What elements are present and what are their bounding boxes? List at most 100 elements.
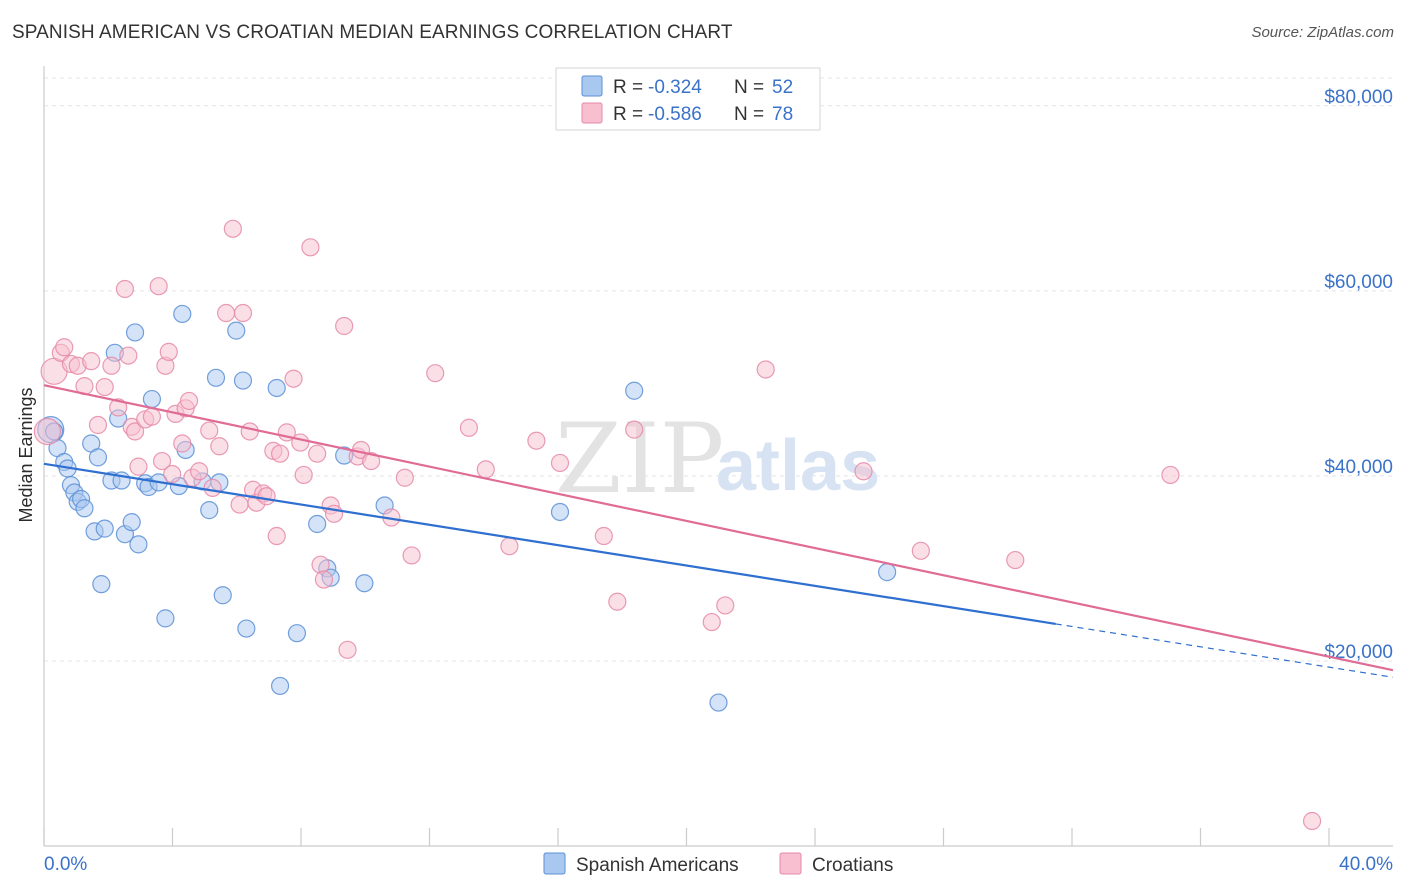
data-point [237,619,256,638]
data-point [88,415,108,435]
data-point [625,381,644,400]
data-point [240,422,259,441]
data-point [179,391,199,411]
data-point [270,676,290,696]
data-point [287,624,307,643]
legend-label: Spanish Americans [576,855,739,876]
data-point [233,371,253,390]
data-point [625,420,644,439]
data-point [119,346,138,365]
data-point [95,519,114,538]
data-point [152,451,172,471]
y-tick-label: $60,000 [1324,272,1393,293]
data-point [335,316,354,336]
y-tick-label: $80,000 [1324,87,1393,108]
data-point [311,555,330,574]
watermark-zip: ZIP [555,403,724,515]
axes [43,66,1393,847]
legend-swatch [543,852,566,875]
data-point [291,433,310,452]
data-point [527,431,546,450]
data-point [173,434,192,453]
data-point [102,356,121,375]
data-point [92,575,111,594]
data-point [402,546,421,565]
legend-label: Croatians [812,855,893,876]
watermark: ZIP atlas [555,403,880,515]
data-point [129,535,148,554]
trend-line-croatians [43,384,1394,672]
data-point [223,219,242,238]
data-point [716,596,735,615]
stats-n-value: 78 [772,104,793,125]
chart-source: Source: ZipAtlas.com [1251,24,1394,41]
legend-swatch [779,852,802,875]
data-point [156,609,175,628]
data-point [756,360,775,379]
data-point [362,451,381,471]
data-point [1161,465,1180,485]
bottom-legend: Spanish Americans Croatians [543,852,893,876]
data-point [125,422,145,441]
data-point [550,453,570,473]
data-point [257,487,276,506]
data-point [159,342,178,361]
stats-r-value: -0.324 [648,77,702,98]
data-point [355,574,374,593]
stats-r-label: R = [613,104,643,125]
stats-n-label: N = [734,104,764,125]
data-point [709,693,728,712]
trend-lines [43,384,1394,678]
data-point [550,502,570,522]
chart-title: SPANISH AMERICAN VS CROATIAN MEDIAN EARN… [12,22,733,43]
stats-legend: R = -0.324 N = 52 R = -0.586 N = 78 [555,67,821,131]
data-point [210,437,229,456]
data-point [294,465,313,485]
data-points [33,219,1322,831]
data-point [702,612,721,632]
stats-n-label: N = [734,77,764,98]
x-tick-labels: 0.0% 40.0% [44,854,1393,875]
series-croatians [33,219,1322,831]
data-point [82,352,101,371]
data-point [75,499,94,518]
data-point [190,462,209,481]
x-tick-label-max: 40.0% [1339,854,1393,875]
y-tick-label: $20,000 [1324,642,1393,663]
data-point [459,418,479,437]
data-point [314,570,334,589]
stats-r-label: R = [613,77,643,98]
data-point [122,513,141,532]
data-point [301,238,320,257]
y-tick-labels: $80,000 $60,000 $40,000 $20,000 [1324,87,1393,663]
data-point [149,277,168,296]
data-point [55,338,74,357]
y-tick-label: $40,000 [1324,457,1393,478]
data-point [200,501,219,520]
data-point [129,457,148,476]
data-point [200,421,219,440]
data-point [594,526,613,546]
data-point [233,303,253,323]
data-point [173,304,192,324]
data-point [476,460,495,479]
stats-n-value: 52 [772,77,793,98]
data-point [206,368,226,387]
data-point [213,586,232,605]
data-point [142,389,162,409]
data-point [308,444,327,463]
data-point [230,495,249,514]
watermark-atlas: atlas [716,426,880,506]
data-point [88,448,108,467]
data-point [854,462,873,481]
data-point [608,592,627,611]
data-point [1302,811,1322,831]
data-point [338,640,357,659]
data-point [109,398,128,417]
data-point [284,369,303,388]
data-point [878,563,897,582]
data-point [115,279,135,299]
data-point [911,541,930,560]
data-point [217,303,236,323]
